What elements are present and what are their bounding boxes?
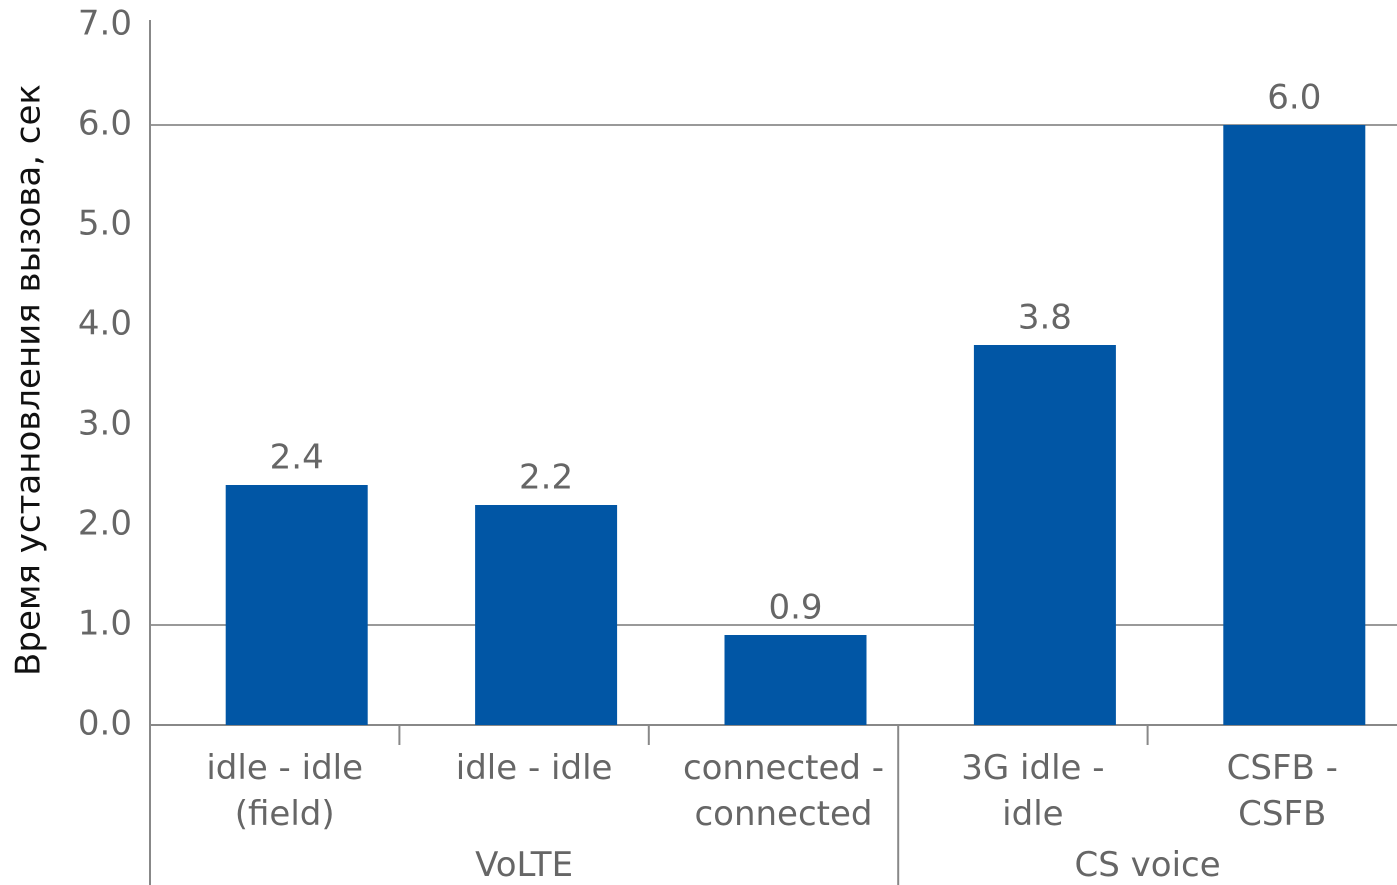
- x-tick-label: idle - idle (field): [206, 748, 364, 834]
- y-tick-label: 3.0: [78, 404, 132, 444]
- x-tick-label: 3G idle - idle: [961, 748, 1105, 834]
- group-label: VoLTE: [475, 845, 574, 885]
- y-tick-label: 1.0: [78, 604, 132, 644]
- bar: [475, 505, 618, 725]
- x-tick-label: CSFB - CSFB: [1226, 748, 1338, 834]
- bar: [1223, 125, 1366, 725]
- x-tick-label: idle - idle: [455, 748, 613, 788]
- value-label: 0.9: [768, 588, 822, 628]
- group-label: CS voice: [1074, 845, 1221, 885]
- y-tick-label: 7.0: [78, 4, 132, 44]
- x-tick-label: connected - connected: [682, 748, 885, 834]
- value-label: 2.2: [519, 458, 573, 498]
- bar: [225, 485, 368, 725]
- value-label: 2.4: [270, 438, 324, 478]
- y-axis-label: Время установления вызова, сек: [9, 84, 49, 676]
- bar: [973, 345, 1116, 725]
- y-tick-label: 5.0: [78, 204, 132, 244]
- value-label: 6.0: [1267, 78, 1321, 118]
- value-label: 3.8: [1018, 298, 1072, 338]
- y-tick-label: 2.0: [78, 504, 132, 544]
- y-tick-label: 0.0: [78, 704, 132, 744]
- y-tick-label: 6.0: [78, 104, 132, 144]
- bar: [724, 635, 867, 725]
- y-tick-label: 4.0: [78, 304, 132, 344]
